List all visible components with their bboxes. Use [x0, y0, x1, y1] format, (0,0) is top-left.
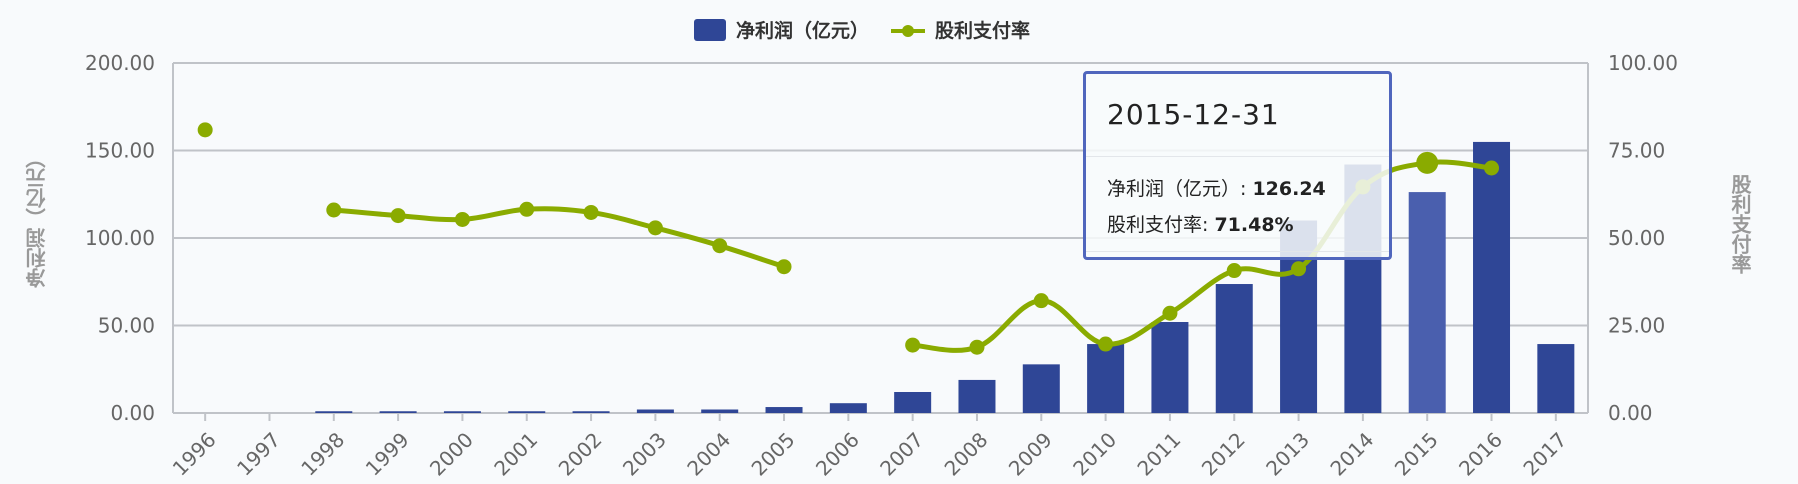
x-axis-label: 2004 — [682, 428, 735, 481]
line-point-2002[interactable] — [583, 204, 599, 220]
x-axis-label: 2017 — [1518, 428, 1571, 481]
line-point-2012[interactable] — [1226, 263, 1242, 279]
line-point-1996[interactable] — [197, 122, 213, 138]
line-point-2013[interactable] — [1291, 261, 1307, 277]
x-axis-label: 2000 — [425, 428, 478, 481]
x-axis-label: 2016 — [1454, 428, 1507, 481]
right-axis-tick-label: 25.00 — [1608, 314, 1665, 338]
legend-label-net-profit: 净利润（亿元） — [736, 20, 870, 42]
bar-2016[interactable] — [1473, 141, 1511, 414]
tooltip-row-net-profit: 净利润（亿元）: 126.24 — [1086, 171, 1389, 207]
bar-2006[interactable] — [829, 403, 867, 413]
line-point-2016[interactable] — [1484, 160, 1500, 176]
legend-label-payout-ratio: 股利支付率 — [935, 20, 1031, 42]
line-point-2000[interactable] — [454, 211, 470, 227]
x-axis-label: 1998 — [296, 428, 349, 481]
x-axis-label: 2013 — [1261, 428, 1314, 481]
bar-2004[interactable] — [701, 409, 739, 414]
x-axis-label: 2001 — [489, 428, 542, 481]
tooltip-title: 2015-12-31 — [1086, 74, 1389, 157]
legend-item-net-profit[interactable]: 净利润（亿元） — [694, 16, 869, 43]
bar-2000[interactable] — [443, 411, 481, 413]
line-point-1999[interactable] — [390, 208, 406, 224]
left-axis-tick-label: 100.00 — [85, 226, 155, 250]
x-axis-label: 2015 — [1390, 428, 1443, 481]
bar-2002[interactable] — [572, 411, 610, 413]
line-point-2009[interactable] — [1033, 293, 1049, 309]
bar-2017[interactable] — [1537, 344, 1575, 413]
line-point-2015[interactable] — [1416, 151, 1439, 174]
x-axis-label: 2014 — [1325, 428, 1378, 481]
x-axis-label: 2005 — [747, 428, 800, 481]
bar-1998[interactable] — [315, 411, 353, 413]
x-axis-label: 2007 — [875, 428, 928, 481]
x-axis-label: 1996 — [168, 428, 221, 481]
right-axis-tick-label: 0.00 — [1608, 401, 1653, 425]
right-axis-tick-label: 100.00 — [1608, 51, 1678, 75]
bar-2012[interactable] — [1215, 284, 1253, 413]
bar-2007[interactable] — [894, 392, 932, 413]
line-point-2001[interactable] — [519, 201, 535, 217]
line-point-2008[interactable] — [969, 339, 985, 355]
legend: 净利润（亿元） 股利支付率 — [694, 16, 1052, 43]
x-axis-label: 2012 — [1197, 428, 1250, 481]
tooltip-label: 净利润（亿元）: — [1107, 178, 1253, 200]
x-axis-label: 2008 — [940, 428, 993, 481]
line-point-2010[interactable] — [1098, 336, 1114, 352]
right-axis-tick-label: 75.00 — [1608, 139, 1665, 163]
bar-swatch-icon — [694, 18, 726, 41]
x-axis-label: 2006 — [811, 428, 864, 481]
bar-2001[interactable] — [508, 411, 546, 413]
bar-2003[interactable] — [636, 409, 674, 414]
x-axis-label: 2002 — [554, 428, 607, 481]
bar-2010[interactable] — [1087, 344, 1125, 413]
line-swatch-icon — [891, 19, 926, 41]
line-point-2007[interactable] — [905, 337, 921, 353]
x-axis-label: 2010 — [1068, 428, 1121, 481]
bar-1999[interactable] — [379, 411, 417, 413]
x-axis-label: 2009 — [1004, 428, 1057, 481]
left-axis-title: 净利润（亿元） — [25, 148, 49, 288]
line-point-2005[interactable] — [776, 259, 792, 275]
tooltip-row-payout-ratio: 股利支付率: 71.48% — [1086, 207, 1389, 243]
bar-2008[interactable] — [958, 379, 996, 413]
right-axis-tick-label: 50.00 — [1608, 226, 1665, 250]
left-axis-tick-label: 150.00 — [85, 139, 155, 163]
line-point-2011[interactable] — [1162, 305, 1178, 321]
line-point-1998[interactable] — [326, 202, 342, 218]
right-axis-title: 股利支付率 — [1728, 174, 1752, 274]
x-axis-label: 1997 — [232, 428, 285, 481]
left-axis-tick-label: 200.00 — [85, 51, 155, 75]
x-axis-label: 1999 — [361, 428, 414, 481]
tooltip-value: 126.24 — [1252, 178, 1326, 200]
tooltip-value: 71.48% — [1214, 214, 1294, 236]
line-point-2003[interactable] — [647, 220, 663, 236]
bar-2011[interactable] — [1151, 322, 1189, 413]
legend-item-payout-ratio[interactable]: 股利支付率 — [891, 16, 1030, 43]
left-axis-tick-label: 0.00 — [110, 401, 155, 425]
bar-2005[interactable] — [765, 407, 803, 413]
bar-2009[interactable] — [1022, 364, 1060, 413]
tooltip: 2015-12-31 净利润（亿元）: 126.24 股利支付率: 71.48% — [1083, 71, 1392, 260]
left-axis-tick-label: 50.00 — [98, 314, 155, 338]
x-axis-label: 2011 — [1133, 428, 1186, 481]
bar-2015[interactable] — [1408, 192, 1446, 413]
x-axis-label: 2003 — [618, 428, 671, 481]
line-point-2004[interactable] — [712, 238, 728, 254]
tooltip-label: 股利支付率: — [1107, 214, 1215, 236]
